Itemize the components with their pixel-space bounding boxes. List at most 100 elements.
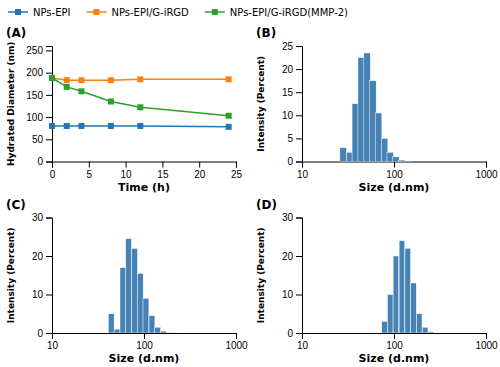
tick: 10 <box>121 162 133 180</box>
tick: 15 <box>157 162 169 180</box>
y-axis-label: Intensity (Percent) <box>256 56 266 152</box>
marker <box>226 124 232 130</box>
bar <box>405 248 411 333</box>
bar <box>352 104 359 162</box>
x-axis-label: Time (h) <box>118 181 170 194</box>
tick-mark <box>394 333 395 339</box>
x-axis-label: Size (d.nm) <box>359 181 430 194</box>
axis-line <box>303 162 487 168</box>
bar <box>120 268 126 333</box>
marker <box>49 123 55 129</box>
tick-label: 1000 <box>475 169 498 180</box>
axis-line <box>53 162 237 168</box>
tick: 10 <box>282 289 302 300</box>
tick: 50 <box>32 134 52 145</box>
tick-mark <box>199 162 200 168</box>
marker <box>64 123 70 129</box>
tick-label: 20 <box>282 251 294 262</box>
series <box>49 123 232 130</box>
panel-label: (A) <box>6 26 26 40</box>
marker <box>226 113 232 119</box>
tick-label: 250 <box>26 45 43 56</box>
bar <box>340 148 347 162</box>
marker <box>137 123 143 129</box>
legend-marker <box>93 9 99 15</box>
tick-label: 20 <box>282 64 294 75</box>
bar <box>172 332 178 333</box>
panel: (C)1010010000102030Size (d.nm)Intensity … <box>6 198 248 366</box>
tick-label: 10 <box>47 340 59 351</box>
marker <box>78 123 84 129</box>
x-axis-label: Size (d.nm) <box>359 352 430 365</box>
tick-mark <box>46 95 52 96</box>
tick: 10 <box>297 333 309 351</box>
tick-label: 20 <box>32 251 44 262</box>
tick-mark <box>236 162 237 168</box>
tick: 20 <box>282 251 302 262</box>
bar <box>422 327 428 333</box>
tick-label: 200 <box>26 67 43 78</box>
marker <box>108 123 114 129</box>
axis-line <box>296 47 303 163</box>
bar <box>399 241 405 333</box>
legend-item: NPs-EPI <box>8 7 70 18</box>
bar <box>161 331 167 333</box>
marker <box>108 99 114 105</box>
marker <box>137 104 143 110</box>
marks <box>108 239 178 333</box>
tick-label: 5 <box>287 133 293 144</box>
tick-mark <box>46 139 52 140</box>
tick-label: 100 <box>386 169 403 180</box>
bar <box>382 321 388 333</box>
tick-label: 20 <box>194 169 206 180</box>
tick: 100 <box>386 162 403 180</box>
tick: 5 <box>87 162 93 180</box>
bar <box>416 314 422 333</box>
marker <box>78 88 84 94</box>
x-axis: 10 100 1000 <box>47 333 248 351</box>
tick-label: 1000 <box>475 340 498 351</box>
line <box>52 78 229 116</box>
series <box>49 75 232 83</box>
figure: (A)0510152025050100150200250Time (h)Hydr… <box>0 0 500 367</box>
marker <box>64 77 70 83</box>
tick-label: 10 <box>297 340 309 351</box>
axis-line <box>296 218 303 334</box>
tick-mark <box>296 256 302 257</box>
tick-mark <box>46 256 52 257</box>
tick-label: 5 <box>87 169 93 180</box>
tick-mark <box>486 333 487 339</box>
tick-label: 100 <box>136 340 153 351</box>
tick: 0 <box>37 156 52 167</box>
bar <box>108 314 114 333</box>
tick-mark <box>394 162 395 168</box>
tick-mark <box>46 218 52 219</box>
bar <box>166 332 172 333</box>
tick: 10 <box>297 162 309 180</box>
bar <box>393 157 400 162</box>
tick: 0 <box>37 328 52 339</box>
tick: 20 <box>282 64 302 75</box>
tick: 5 <box>287 133 302 144</box>
marker <box>64 84 70 90</box>
tick-mark <box>162 162 163 168</box>
tick-label: 10 <box>121 169 133 180</box>
tick-label: 15 <box>282 87 294 98</box>
panel-label: (D) <box>256 198 277 212</box>
y-axis-label: Hydrated Diameter (nm) <box>6 42 16 166</box>
tick-label: 0 <box>287 328 293 339</box>
marks <box>340 53 411 162</box>
axis-line <box>46 47 53 163</box>
tick-mark <box>296 333 302 334</box>
tick: 100 <box>386 333 403 351</box>
panel-label: (B) <box>256 26 276 40</box>
y-axis-label: Intensity (Percent) <box>256 227 266 323</box>
tick-label: 0 <box>50 169 56 180</box>
marker <box>108 77 114 83</box>
tick-label: 10 <box>32 289 44 300</box>
bar <box>114 329 120 333</box>
marker <box>226 76 232 82</box>
tick-mark <box>296 138 302 139</box>
tick-mark <box>296 115 302 116</box>
tick: 1000 <box>225 333 248 351</box>
